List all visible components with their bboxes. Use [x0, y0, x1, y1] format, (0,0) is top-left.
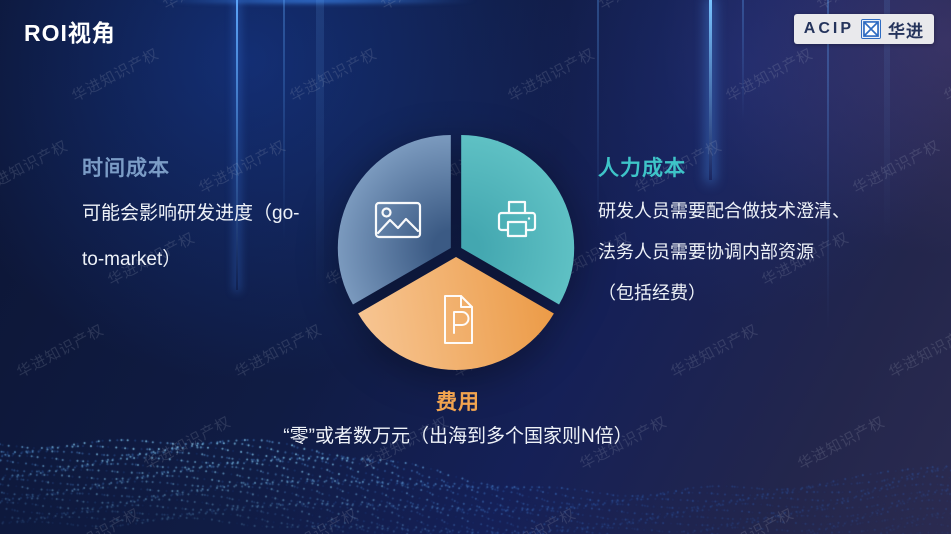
- acip-diamond-icon: [861, 19, 881, 39]
- watermark-text: 华进知识产权: [941, 45, 951, 106]
- watermark-text: 华进知识产权: [505, 45, 598, 106]
- page-title: ROI视角: [24, 20, 116, 46]
- pie-segment-labor: [461, 135, 575, 305]
- section-title: 费用: [436, 391, 480, 414]
- watermark-text: 华进知识产权: [69, 45, 162, 106]
- watermark-text: 华进知识产权: [14, 321, 107, 382]
- section-time-cost: 时间成本 可能会影响研发进度（go- to-market）: [82, 152, 352, 283]
- document-p-icon: [444, 295, 473, 344]
- top-edge-glow: [150, 0, 480, 5]
- printer-icon: [497, 200, 537, 238]
- section-body: 研发人员需要配合做技术澄清、 法务人员需要协调内部资源 （包括经费）: [598, 191, 918, 314]
- image-icon: [374, 201, 422, 239]
- logo-acronym: ACIP: [803, 20, 854, 37]
- watermark-text: 华进知识产权: [723, 45, 816, 106]
- light-beam: [742, 0, 744, 120]
- body-line: （包括经费）: [598, 283, 706, 303]
- section-body: 可能会影响研发进度（go- to-market）: [82, 191, 352, 283]
- section-body: “零”或者数万元（出海到多个国家则N倍）: [158, 422, 758, 452]
- company-logo: ACIP 华进: [793, 14, 934, 44]
- watermark-text: 华进知识产权: [0, 137, 71, 198]
- section-title: 人力成本: [598, 157, 686, 180]
- watermark-text: 华进知识产权: [668, 321, 761, 382]
- body-line: to-market）: [82, 249, 182, 270]
- particle-wave: [0, 384, 951, 534]
- watermark-text: 华进知识产权: [595, 0, 690, 14]
- section-title: 时间成本: [82, 157, 170, 180]
- body-line: “零”或者数万元（出海到多个国家则N倍）: [283, 426, 633, 447]
- body-line: 研发人员需要配合做技术澄清、: [598, 201, 850, 221]
- watermark-text: 华进知识产权: [886, 321, 951, 382]
- pie-segment-fee: [358, 257, 554, 370]
- watermark-text: 华进知识产权: [287, 45, 380, 106]
- pie-segment-time: [337, 135, 451, 305]
- watermark-text: 华进知识产权: [813, 0, 908, 14]
- body-line: 法务人员需要协调内部资源: [598, 242, 814, 262]
- roi-pie-chart: [337, 135, 575, 370]
- section-fee: 费用 “零”或者数万元（出海到多个国家则N倍）: [158, 386, 758, 452]
- logo-name: 华进: [888, 21, 924, 41]
- section-labor-cost: 人力成本 研发人员需要配合做技术澄清、 法务人员需要协调内部资源 （包括经费）: [598, 152, 918, 314]
- watermark-text: 华进知识产权: [0, 0, 35, 14]
- body-line: 可能会影响研发进度（go-: [82, 203, 300, 224]
